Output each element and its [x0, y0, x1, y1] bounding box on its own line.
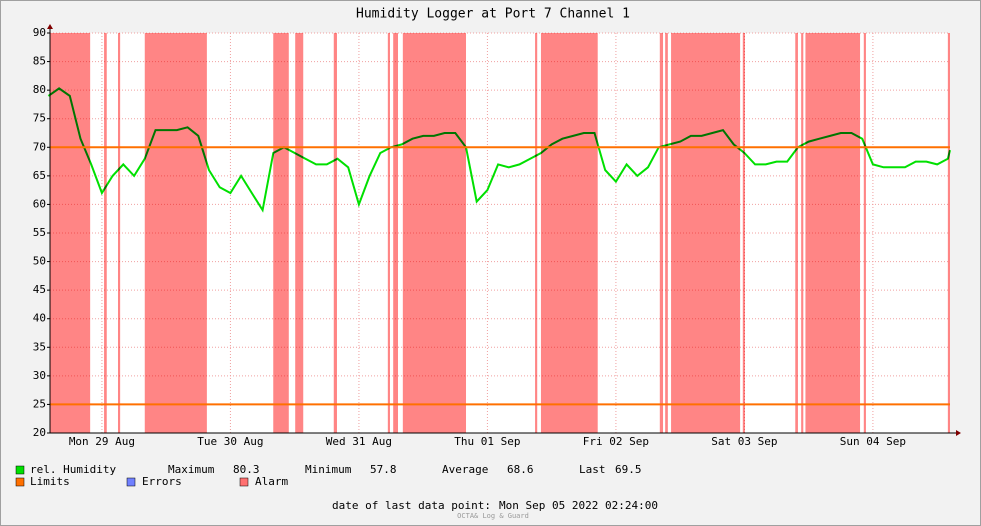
footer-label: date of last data point:	[332, 499, 491, 512]
stat-label: Last	[579, 463, 606, 476]
alarm-area	[863, 33, 866, 433]
alarm-area	[742, 33, 745, 433]
alarm-area	[50, 33, 91, 433]
alarm-area	[535, 33, 538, 433]
x-tick-label: Wed 31 Aug	[326, 435, 392, 448]
x-tick-label: Thu 01 Sep	[454, 435, 520, 448]
y-tick-label: 75	[33, 112, 46, 125]
alarm-area	[273, 33, 289, 433]
alarm-area	[104, 33, 107, 433]
x-tick-label: Mon 29 Aug	[69, 435, 135, 448]
y-tick-label: 40	[33, 312, 46, 325]
y-tick-label: 85	[33, 55, 46, 68]
alarm-areas	[50, 33, 950, 433]
legend-swatch	[239, 477, 249, 487]
alarm-area	[947, 33, 950, 433]
alarm-area	[795, 33, 798, 433]
legend-label: Errors	[142, 475, 182, 488]
legend-label: Alarm	[255, 475, 288, 488]
x-tick-label: Fri 02 Sep	[583, 435, 649, 448]
alarm-area	[659, 33, 664, 433]
stat-value: 68.6	[507, 463, 534, 476]
alarm-area	[144, 33, 207, 433]
alarm-area	[665, 33, 668, 433]
y-tick-label: 45	[33, 283, 46, 296]
chart-title: Humidity Logger at Port 7 Channel 1	[356, 7, 630, 22]
x-tick-label: Sun 04 Sep	[840, 435, 906, 448]
alarm-area	[393, 33, 399, 433]
legend-label: rel. Humidity	[30, 463, 116, 476]
alarm-area	[117, 33, 121, 433]
y-tick-label: 90	[33, 26, 46, 39]
alarm-area	[295, 33, 304, 433]
x-tick-label: Tue 30 Aug	[197, 435, 263, 448]
alarm-area	[671, 33, 741, 433]
stat-value: 69.5	[615, 463, 642, 476]
legend-swatch	[15, 477, 25, 487]
stat-label: Average	[442, 463, 488, 476]
overlay: 20 25 30 35 40 45 50 55 60 65 70 75 80 85 90 Mon 29 Aug…	[15, 24, 961, 488]
stat-value: 57.8	[370, 463, 397, 476]
legend-swatch	[15, 465, 25, 475]
legend-swatch	[126, 477, 136, 487]
y-tick-label: 70	[33, 140, 46, 153]
alarm-area	[540, 33, 598, 433]
alarm-area	[333, 33, 337, 433]
stat-label: Maximum	[168, 463, 215, 476]
y-tick-label: 65	[33, 169, 46, 182]
x-axis-arrow	[956, 430, 961, 436]
alarm-area	[387, 33, 390, 433]
y-tick-label: 20	[33, 426, 46, 439]
y-tick-label: 30	[33, 369, 46, 382]
alarm-area	[805, 33, 861, 433]
y-tick-label: 35	[33, 340, 46, 353]
y-tick-label: 55	[33, 226, 46, 239]
y-tick-label: 60	[33, 197, 46, 210]
watermark: OCTA& Log & Guard	[457, 512, 529, 520]
y-tick-label: 25	[33, 397, 46, 410]
alarm-area	[801, 33, 804, 433]
y-tick-label: 80	[33, 83, 46, 96]
alarm-area	[402, 33, 467, 433]
footer-date: Mon Sep 05 2022 02:24:00	[499, 499, 658, 512]
stat-value: 80.3	[233, 463, 260, 476]
legend-label: Limits	[30, 475, 70, 488]
y-tick-label: 50	[33, 255, 46, 268]
stat-label: Minimum	[305, 463, 352, 476]
y-axis-arrow	[47, 24, 53, 29]
x-tick-label: Sat 03 Sep	[711, 435, 777, 448]
